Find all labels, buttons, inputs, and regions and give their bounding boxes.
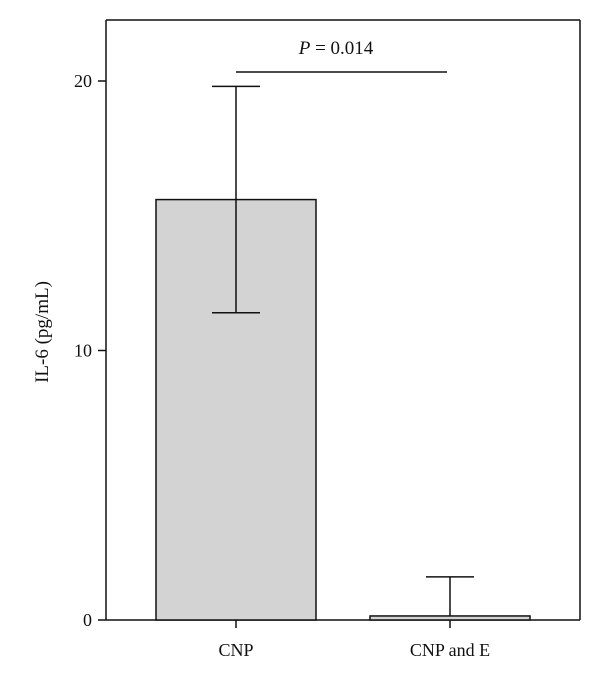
x-tick-label: CNP bbox=[218, 640, 253, 660]
p-value: = 0.014 bbox=[310, 38, 373, 59]
y-tick-label: 20 bbox=[74, 71, 92, 91]
error-bars bbox=[212, 85, 474, 616]
y-axis: 0 10 20 bbox=[74, 71, 106, 630]
y-axis-title: IL-6 (pg/mL) bbox=[32, 281, 53, 383]
p-symbol: P bbox=[298, 38, 311, 59]
x-tick-label: CNP and E bbox=[410, 640, 490, 660]
significance-annotation: P = 0.014 bbox=[236, 38, 447, 73]
bars bbox=[155, 198, 531, 621]
y-tick-label: 0 bbox=[83, 610, 92, 630]
y-tick-label: 10 bbox=[74, 341, 92, 361]
bar bbox=[369, 615, 531, 621]
p-value-label: P = 0.014 bbox=[298, 38, 374, 59]
x-axis: CNP CNP and E bbox=[218, 620, 490, 660]
